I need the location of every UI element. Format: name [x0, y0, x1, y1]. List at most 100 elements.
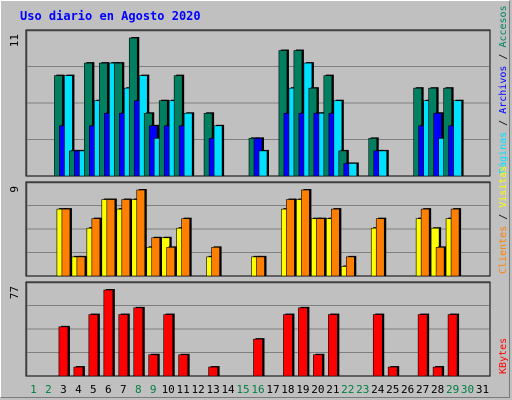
bar-clientes-day-18: [286, 199, 295, 277]
legend-entry-accesos: Accesos: [498, 5, 509, 47]
legend-entry-kbytes: KBytes: [498, 338, 509, 374]
bar-clientes-day-8: [136, 189, 146, 277]
tick-label-day-8: 8: [135, 383, 142, 396]
tick-label-day-14: 14: [221, 383, 235, 396]
tick-label-day-25: 25: [386, 383, 399, 396]
bar-kbytes-day-4: [73, 366, 84, 377]
bar-clientes-day-10: [166, 247, 175, 277]
bar-pginas-day-16: [258, 150, 268, 177]
bar-kbytes-day-25: [387, 366, 398, 377]
tick-label-day-18: 18: [281, 383, 294, 396]
tick-label-day-24: 24: [371, 383, 385, 396]
tick-label-day-3: 3: [60, 383, 67, 396]
bar-pginas-day-13: [213, 125, 223, 177]
panel-middle: 9 Clientes / Visitas: [8, 166, 509, 277]
legend-text: Páginas / Archivos / Accesos: [497, 5, 509, 174]
bar-clientes-day-9: [151, 237, 161, 277]
legend-entry-clientes: Clientes: [498, 226, 509, 274]
bar-clientes-day-16: [256, 256, 265, 277]
bar-accesos-day-5: [84, 62, 93, 177]
bar-clientes-day-6: [106, 199, 116, 277]
legend-entry-archivos: Archivos: [498, 66, 509, 114]
bar-clientes-day-27: [420, 208, 430, 277]
bar-pginas-day-21: [333, 100, 343, 177]
tick-label-day-23: 23: [356, 383, 369, 396]
bar-kbytes-day-9: [148, 354, 159, 377]
tick-label-day-21: 21: [326, 383, 339, 396]
x-axis-labels: 1 2 3 4 5 6 7 8 9 10 11 12 13 14 15 16 17 18 19 20 21 22 23 24 2…: [30, 383, 489, 396]
tick-label-day-9: 9: [150, 383, 157, 396]
tick-label-day-4: 4: [75, 383, 82, 396]
legend-separator: /: [498, 48, 509, 66]
tick-label-day-28: 28: [431, 383, 444, 396]
bar-pginas-day-22: [348, 163, 358, 177]
bar-kbytes-day-3: [58, 326, 69, 377]
legend-text: Clientes / Visitas: [498, 166, 509, 274]
bar-clientes-day-21: [331, 208, 340, 277]
bar-kbytes-day-20: [313, 354, 323, 377]
bar-kbytes-day-13: [208, 366, 218, 377]
legend-separator: /: [498, 114, 509, 132]
bar-clientes-day-13: [211, 247, 220, 277]
tick-label-day-7: 7: [120, 383, 127, 396]
bar-clientes-day-5: [91, 218, 101, 277]
bar-clientes-day-3: [61, 208, 71, 277]
tick-label-day-27: 27: [416, 383, 429, 396]
tick-label-day-5: 5: [90, 383, 97, 396]
legend-separator: /: [498, 208, 509, 226]
tick-label-day-15: 15: [236, 383, 249, 396]
bar-pginas-day-11: [183, 112, 193, 177]
bar-kbytes-day-7: [118, 314, 129, 377]
bar-kbytes-day-5: [88, 314, 99, 377]
tick-label-day-20: 20: [311, 383, 324, 396]
panel-bottom: 77 KBytes: [8, 281, 509, 377]
bar-clientes-day-24: [375, 218, 385, 277]
panel-max-label: 77: [8, 286, 21, 299]
bar-clientes-day-20: [316, 218, 325, 277]
tick-label-day-2: 2: [45, 383, 52, 396]
tick-label-day-10: 10: [162, 383, 175, 396]
legend-text: KBytes: [498, 338, 509, 374]
tick-label-day-17: 17: [266, 383, 279, 396]
bar-kbytes-day-6: [103, 289, 114, 377]
bar-clientes-day-22: [346, 256, 355, 277]
bar-kbytes-day-29: [447, 314, 458, 377]
bar-kbytes-day-24: [372, 314, 383, 377]
bar-kbytes-day-11: [178, 354, 188, 377]
bar-clientes-day-19: [301, 189, 310, 277]
bar-kbytes-day-19: [298, 307, 308, 377]
chart-title: Uso diario en Agosto 2020: [20, 9, 201, 23]
tick-label-day-29: 29: [446, 383, 459, 396]
panel-legend: Clientes / Visitas: [498, 166, 509, 274]
panel-max-label: 9: [8, 186, 21, 193]
tick-label-day-1: 1: [30, 383, 37, 396]
bar-kbytes-day-8: [133, 307, 144, 377]
bar-kbytes-day-21: [328, 314, 338, 377]
panel-max-label: 11: [8, 34, 21, 47]
bar-pginas-day-29: [453, 100, 462, 177]
bar-pginas-day-3: [64, 75, 73, 177]
tick-label-day-6: 6: [105, 383, 112, 396]
bar-clientes-day-28: [435, 247, 445, 277]
tick-label-day-31: 31: [476, 383, 489, 396]
bar-kbytes-day-28: [432, 366, 443, 377]
tick-label-day-26: 26: [401, 383, 414, 396]
bar-clientes-day-4: [76, 256, 86, 277]
tick-label-day-11: 11: [177, 383, 190, 396]
legend-entry-visitas: Visitas: [498, 166, 509, 208]
tick-label-day-12: 12: [192, 383, 205, 396]
panel-top: 11 Páginas / Archivos / Accesos: [8, 5, 509, 177]
tick-label-day-22: 22: [341, 383, 354, 396]
bar-kbytes-day-16: [253, 338, 263, 377]
tick-label-day-16: 16: [251, 383, 264, 396]
panel-legend: KBytes: [498, 338, 509, 374]
bar-kbytes-day-18: [283, 314, 293, 377]
bar-pginas-day-24: [378, 150, 388, 177]
bar-clientes-day-7: [121, 199, 131, 277]
tick-label-day-30: 30: [461, 383, 474, 396]
bar-clientes-day-29: [450, 208, 460, 277]
bar-kbytes-day-27: [417, 314, 428, 377]
tick-label-day-19: 19: [296, 383, 309, 396]
